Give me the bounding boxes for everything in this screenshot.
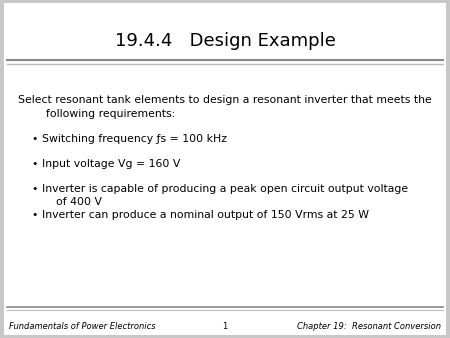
Text: Select resonant tank elements to design a resonant inverter that meets the
     : Select resonant tank elements to design … <box>18 95 432 119</box>
Text: Fundamentals of Power Electronics: Fundamentals of Power Electronics <box>9 322 156 331</box>
Text: •: • <box>32 134 38 144</box>
Text: •: • <box>32 210 38 220</box>
Text: Input voltage Vg = 160 V: Input voltage Vg = 160 V <box>42 159 180 169</box>
Text: 1: 1 <box>222 322 228 331</box>
Text: Inverter can produce a nominal output of 150 Vrms at 25 W: Inverter can produce a nominal output of… <box>42 210 369 220</box>
Text: •: • <box>32 159 38 169</box>
Text: Switching frequency ƒs = 100 kHz: Switching frequency ƒs = 100 kHz <box>42 134 227 144</box>
Text: 19.4.4   Design Example: 19.4.4 Design Example <box>115 32 335 50</box>
Text: Inverter is capable of producing a peak open circuit output voltage
    of 400 V: Inverter is capable of producing a peak … <box>42 184 408 208</box>
Text: •: • <box>32 184 38 194</box>
Text: Chapter 19:  Resonant Conversion: Chapter 19: Resonant Conversion <box>297 322 441 331</box>
